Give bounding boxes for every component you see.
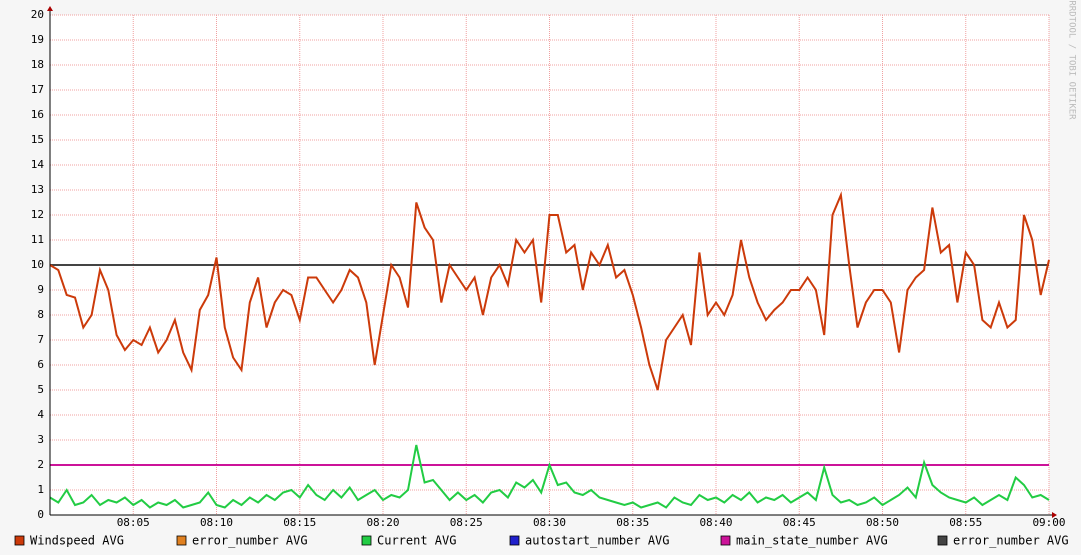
legend-label: Windspeed AVG (30, 534, 124, 548)
x-tick-label: 09:00 (1032, 516, 1065, 529)
y-tick-label: 16 (31, 108, 44, 121)
series-line (49, 191, 1050, 391)
y-axis-arrow (47, 6, 53, 11)
plot-lines (49, 191, 1050, 509)
y-tick-label: 2 (37, 458, 44, 471)
y-tick-label: 9 (37, 283, 44, 296)
y-tick-label: 17 (31, 83, 44, 96)
x-tick-label: 08:55 (949, 516, 982, 529)
x-tick-label: 08:25 (450, 516, 483, 529)
x-axis-arrow (1052, 512, 1057, 518)
legend: Windspeed AVG error_number AVG Current AVG… (14, 534, 1069, 548)
y-tick-label: 15 (31, 133, 44, 146)
y-tick-label: 11 (31, 233, 44, 246)
y-tick-label: 10 (31, 258, 44, 271)
y-tick-label: 8 (37, 308, 44, 321)
y-tick-label: 13 (31, 183, 44, 196)
x-tick-label: 08:10 (200, 516, 233, 529)
x-tick-label: 08:30 (533, 516, 566, 529)
y-tick-label: 0 (37, 508, 44, 521)
x-tick-label: 08:40 (699, 516, 732, 529)
legend-swatch (176, 535, 187, 546)
y-tick-label: 19 (31, 33, 44, 46)
x-tick-label: 08:20 (366, 516, 399, 529)
legend-swatch (937, 535, 948, 546)
watermark: RRDTOOL / TOBI OETIKER (1067, 0, 1077, 120)
x-tick-label: 08:45 (783, 516, 816, 529)
legend-label: Current AVG (377, 534, 456, 548)
y-tick-label: 5 (37, 383, 44, 396)
legend-label: main_state_number AVG (736, 534, 888, 548)
legend-label: autostart_number AVG (525, 534, 670, 548)
x-tick-label: 08:50 (866, 516, 899, 529)
y-tick-label: 20 (31, 8, 44, 21)
y-tick-label: 3 (37, 433, 44, 446)
legend-swatch (509, 535, 520, 546)
legend-swatch (14, 535, 25, 546)
y-tick-label: 6 (37, 358, 44, 371)
legend-label: error_number AVG (953, 534, 1069, 548)
y-tick-label: 12 (31, 208, 44, 221)
x-tick-label: 08:35 (616, 516, 649, 529)
x-tick-label: 08:05 (117, 516, 150, 529)
x-tick-label: 08:15 (283, 516, 316, 529)
legend-label: error_number AVG (192, 534, 308, 548)
y-tick-label: 18 (31, 58, 44, 71)
y-tick-label: 4 (37, 408, 44, 421)
y-tick-label: 1 (37, 483, 44, 496)
y-tick-label: 7 (37, 333, 44, 346)
y-tick-label: 14 (31, 158, 45, 171)
legend-swatch (720, 535, 731, 546)
legend-swatch (361, 535, 372, 546)
series-line (49, 444, 1050, 509)
